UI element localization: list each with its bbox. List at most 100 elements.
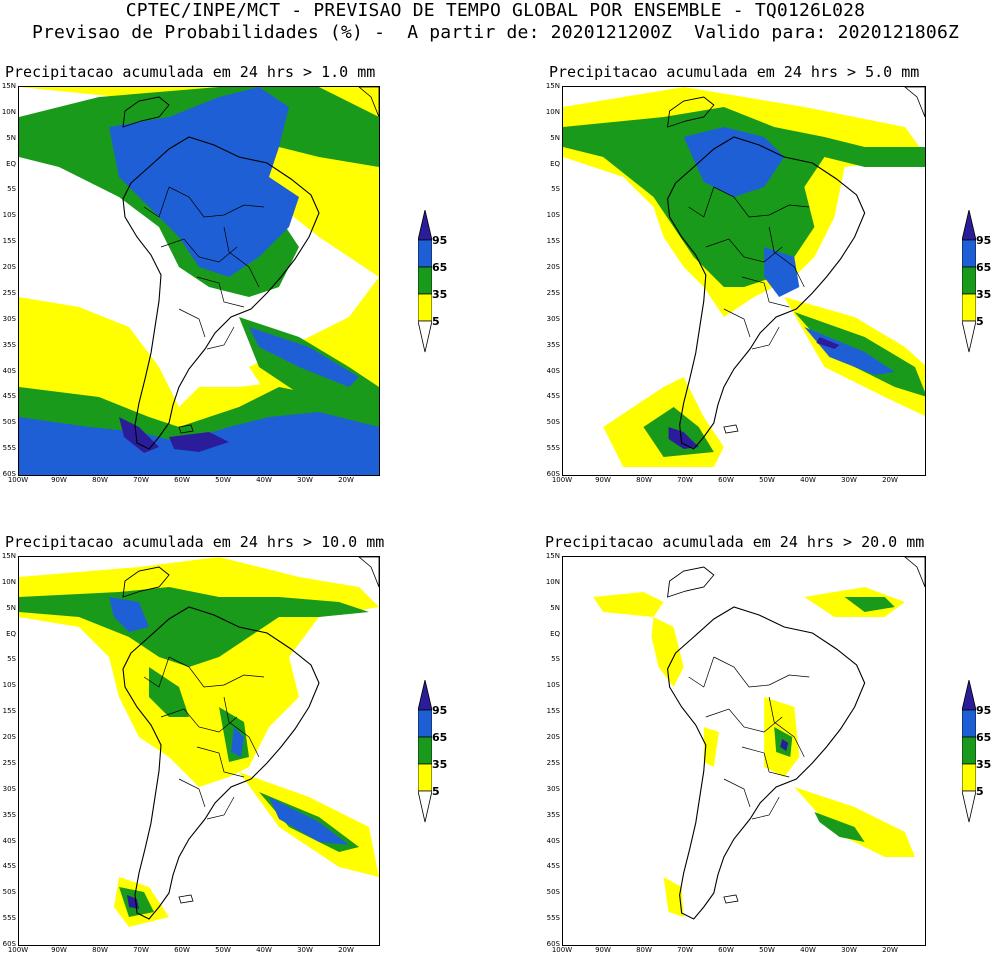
lat-tick-label: EQ: [550, 159, 560, 168]
lat-tick-label: EQ: [6, 159, 16, 168]
country-border: [206, 796, 235, 820]
country-border: [768, 226, 805, 288]
lat-tick-label: 25S: [546, 288, 560, 297]
panel-3-map: [18, 556, 380, 946]
probability-area-yellow: [19, 87, 379, 417]
probability-area-navy: [169, 432, 229, 452]
country-border: [223, 226, 260, 288]
lat-tick-label: 40S: [546, 366, 560, 375]
panel-2-map-canvas: [563, 87, 925, 467]
lat-tick-label: 15N: [1, 82, 16, 90]
lat-tick-label: 10N: [545, 107, 560, 116]
header-title-line2: Previsao de Probabilidades (%) - A parti…: [31, 22, 960, 43]
africa-coastline: [904, 557, 925, 588]
colorbar-segment-yellow: [417, 293, 433, 322]
central-america-coastline: [667, 96, 715, 128]
lon-tick-label: 60W: [718, 476, 734, 484]
probability-area-navy: [119, 417, 159, 453]
probability-area-blue: [804, 327, 895, 375]
lon-tick-label: 40W: [800, 946, 816, 954]
lon-tick-label: 100W: [551, 946, 573, 954]
colorbar-level-label: 65: [432, 261, 448, 274]
lat-tick-label: 10N: [1, 107, 16, 116]
lon-tick-label: 50W: [215, 476, 231, 484]
country-border: [751, 796, 780, 820]
lat-tick-label: 20S: [546, 263, 560, 272]
lat-tick-label: 55S: [2, 914, 16, 923]
lat-tick-label: 5S: [7, 655, 16, 664]
country-border: [713, 656, 810, 688]
central-america-coastline: [667, 566, 715, 598]
panel-2-title: Precipitacao acumulada em 24 hrs > 5.0 m…: [549, 63, 920, 81]
lat-tick-label: 60S: [546, 940, 560, 948]
colorbar-level-label: 65: [432, 731, 448, 744]
africa-coastline: [358, 557, 379, 588]
lat-tick-label: 15N: [1, 552, 16, 560]
country-border: [713, 186, 810, 218]
colorbar-level-label: 95: [432, 234, 448, 247]
lat-tick-label: 10S: [2, 211, 16, 220]
lon-tick-label: 100W: [7, 946, 29, 954]
probability-area-green: [19, 587, 369, 667]
probability-area-green: [149, 667, 189, 717]
lat-tick-label: 15N: [545, 82, 560, 90]
colorbar-level-label: 5: [432, 785, 440, 798]
probability-area-green: [814, 812, 865, 842]
lon-tick-label: 40W: [256, 476, 272, 484]
lon-tick-label: 20W: [338, 476, 354, 484]
lat-tick-label: 40S: [546, 836, 560, 845]
colorbar-level-label: 35: [432, 758, 448, 771]
country-border: [688, 186, 715, 218]
lat-tick-label: EQ: [6, 629, 16, 638]
lat-tick-label: 5S: [7, 185, 16, 194]
country-border: [741, 276, 790, 308]
lat-tick-label: 55S: [546, 914, 560, 923]
panel-3-map-canvas: [19, 557, 379, 927]
falkland-islands: [723, 424, 739, 434]
central-america-coastline: [122, 566, 170, 598]
colorbar-graphic: [961, 209, 977, 353]
lon-tick-label: 90W: [595, 476, 611, 484]
lat-tick-label: 40S: [2, 836, 16, 845]
central-america-coastline: [122, 96, 170, 128]
country-border: [688, 656, 715, 688]
colorbar-segment-navy: [417, 209, 433, 241]
country-border: [168, 186, 265, 218]
probability-area-navy: [780, 739, 789, 751]
south-america-coastline: [122, 136, 320, 450]
country-border: [705, 708, 783, 733]
lat-tick-label: 5N: [550, 133, 560, 142]
panel-4-colorbar: 95 65 35 5: [961, 679, 991, 830]
header-title-line1: CPTEC/INPE/MCT - PREVISAO DE TEMPO GLOBA…: [125, 0, 866, 21]
lat-tick-label: 45S: [546, 392, 560, 401]
country-border: [178, 778, 206, 808]
lon-tick-label: 70W: [677, 476, 693, 484]
lon-tick-label: 50W: [759, 476, 775, 484]
colorbar-level-label: 95: [976, 704, 991, 717]
lat-tick-label: 35S: [546, 810, 560, 819]
country-border: [768, 696, 805, 758]
lat-tick-label: 15S: [546, 237, 560, 246]
lat-tick-label: 25S: [2, 758, 16, 767]
country-border: [723, 778, 751, 808]
lon-tick-label: 30W: [841, 476, 857, 484]
colorbar-level-label: 5: [432, 315, 440, 328]
lat-tick-label: 25S: [2, 288, 16, 297]
lat-tick-label: 15S: [2, 707, 16, 716]
probability-area-navy: [668, 427, 699, 449]
lon-tick-label: 20W: [338, 946, 354, 954]
lon-tick-label: 80W: [92, 946, 108, 954]
colorbar-segment-yellow: [417, 763, 433, 792]
country-border: [196, 746, 245, 778]
colorbar-graphic: [417, 679, 433, 823]
country-border: [206, 326, 235, 350]
colorbar-graphic: [417, 209, 433, 353]
panel-1-title: Precipitacao acumulada em 24 hrs > 1.0 m…: [5, 63, 376, 81]
lon-tick-label: 50W: [759, 946, 775, 954]
lat-tick-label: 10N: [545, 577, 560, 586]
panel-1-map-canvas: [19, 87, 379, 475]
lat-tick-label: 20S: [2, 733, 16, 742]
panel-4-map-canvas: [593, 557, 925, 920]
colorbar-level-label: 65: [976, 731, 991, 744]
country-border: [705, 238, 783, 263]
